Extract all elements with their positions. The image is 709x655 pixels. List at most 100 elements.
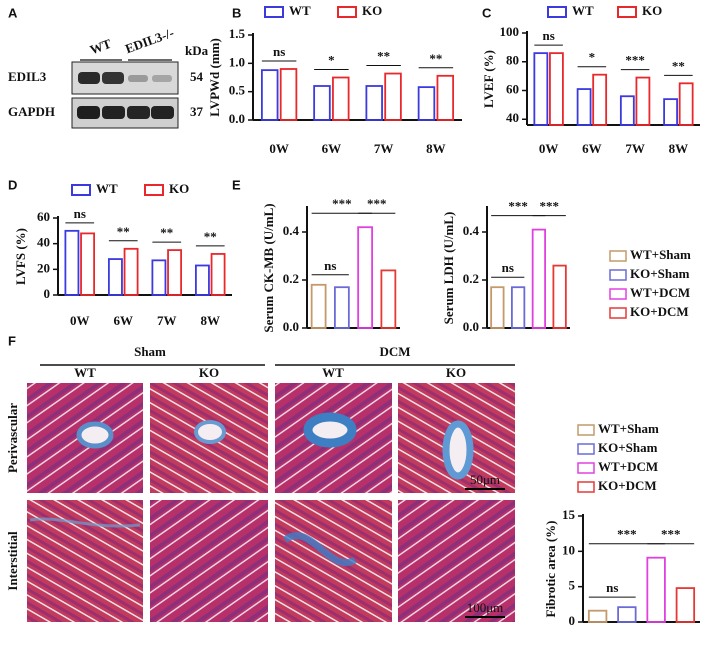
legend-swatch	[609, 250, 627, 262]
significance-label: ns	[324, 258, 336, 273]
legend-label: KO+Sham	[598, 440, 658, 455]
y-tick-label: 40	[506, 110, 519, 125]
unit-label: kDa	[185, 43, 209, 58]
y-axis-label: LVPWd (mm)	[207, 38, 222, 117]
bar	[80, 232, 96, 296]
legend-label: KO	[362, 3, 382, 18]
significance-label: ***	[332, 196, 352, 211]
significance-label: ***	[540, 199, 560, 214]
y-axis-label: LVEF (%)	[481, 50, 496, 108]
y-tick-label: 15	[562, 507, 576, 522]
bar	[151, 259, 167, 296]
bar	[384, 72, 402, 121]
bar	[587, 609, 608, 623]
legend-swatch	[609, 269, 627, 281]
panel-label: C	[482, 5, 492, 20]
y-tick-label: 60	[37, 209, 50, 224]
y-tick-label: 0	[569, 613, 576, 628]
bar	[123, 247, 139, 296]
legend-label: WT+DCM	[598, 459, 658, 474]
panel-label: F	[8, 333, 16, 348]
y-tick-label: 1.5	[229, 26, 246, 41]
bar	[365, 85, 383, 121]
significance-label: **	[160, 225, 173, 240]
legend-swatch	[71, 184, 91, 196]
bar	[533, 52, 549, 126]
bar	[313, 85, 331, 121]
x-tick-label: 6W	[582, 141, 602, 156]
panel-label: D	[8, 177, 17, 192]
y-tick-label: 0.2	[283, 271, 299, 286]
legend-label: WT+DCM	[630, 285, 690, 300]
significance-label: ***	[617, 527, 637, 542]
bar	[617, 606, 637, 623]
x-tick-label: 6W	[114, 313, 134, 328]
y-tick-label: 80	[506, 53, 519, 68]
bar	[380, 269, 397, 329]
protein-label: EDIL3	[8, 69, 47, 84]
y-axis-label: Serum CK-MB (U/mL)	[261, 203, 276, 332]
size-label: 37	[190, 104, 204, 119]
y-tick-label: 40	[37, 235, 50, 250]
legend-swatch	[337, 6, 357, 18]
column-label: KO	[199, 365, 219, 380]
significance-label: ns	[502, 260, 514, 275]
y-axis-label: Serum LDH (U/mL)	[441, 212, 456, 325]
y-tick-label: 0.4	[283, 223, 300, 238]
significance-label: ***	[508, 199, 528, 214]
bar	[619, 95, 635, 126]
y-axis-label: LVFS (%)	[13, 228, 28, 285]
bar	[678, 82, 694, 126]
x-tick-label: 0W	[70, 313, 90, 328]
legend-swatch	[617, 6, 637, 18]
y-tick-label: 1.0	[229, 54, 245, 69]
scale-label: 50μm	[470, 472, 500, 487]
western-blot	[71, 59, 179, 129]
bar	[510, 286, 526, 329]
x-tick-label: 8W	[669, 141, 689, 156]
significance-label: ***	[367, 196, 387, 211]
y-tick-label: 5	[569, 578, 576, 593]
legend-swatch	[577, 462, 595, 474]
bar	[210, 253, 226, 296]
y-tick-label: 100	[500, 24, 520, 39]
legend-label: WT+Sham	[630, 247, 691, 262]
y-tick-label: 0.0	[229, 111, 245, 126]
significance-label: ns	[74, 206, 86, 221]
bar	[646, 556, 666, 623]
x-tick-label: 0W	[269, 141, 289, 156]
legend-label: WT+Sham	[598, 421, 659, 436]
y-tick-label: 60	[506, 81, 519, 96]
legend-label: WT	[289, 3, 311, 18]
significance-label: ns	[606, 580, 618, 595]
y-tick-label: 0.0	[463, 319, 479, 334]
row-label: Interstitial	[5, 531, 20, 591]
scale-label: 100μm	[467, 600, 504, 615]
legend-label: WT	[572, 3, 594, 18]
legend-swatch	[144, 184, 164, 196]
significance-label: *	[328, 52, 335, 67]
legend-swatch	[609, 288, 627, 300]
bar	[663, 98, 678, 126]
bar	[531, 228, 547, 329]
legend-swatch	[609, 307, 627, 319]
column-label: WT	[322, 365, 344, 380]
bar	[549, 52, 564, 126]
y-tick-label: 0.0	[283, 319, 299, 334]
protein-label: GAPDH	[8, 104, 55, 119]
significance-label: **	[204, 229, 217, 244]
bar	[552, 264, 567, 329]
bar	[333, 286, 350, 329]
bar	[279, 68, 298, 121]
column-label: WT	[74, 365, 96, 380]
significance-label: **	[377, 49, 390, 64]
significance-label: **	[429, 51, 442, 66]
x-tick-label: 7W	[374, 141, 394, 156]
x-tick-label: 8W	[201, 313, 221, 328]
significance-label: ns	[542, 28, 554, 43]
bar	[167, 249, 183, 296]
bar	[107, 258, 123, 296]
legend-swatch	[577, 424, 595, 436]
group-label: Sham	[134, 344, 166, 359]
